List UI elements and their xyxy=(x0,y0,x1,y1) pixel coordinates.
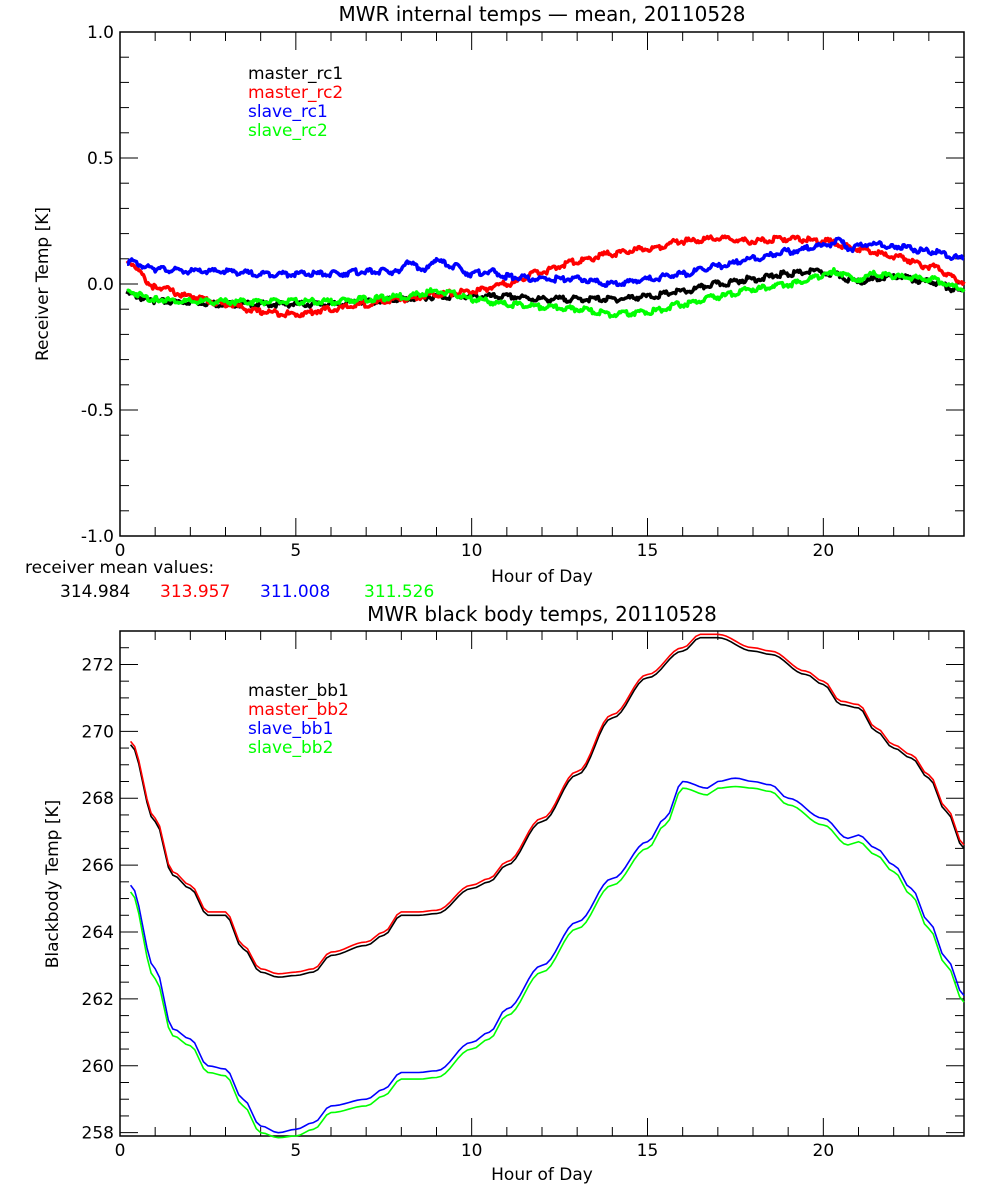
y-tick-label: 264 xyxy=(82,923,114,943)
plot-frame xyxy=(119,630,965,1137)
legend-entry-master-bb2: master_bb2 xyxy=(248,700,349,720)
series-line-slave-bb2 xyxy=(129,785,965,1139)
y-tick-label: 270 xyxy=(82,722,114,742)
x-tick-label: 5 xyxy=(290,1141,301,1161)
x-tick-label: 10 xyxy=(461,541,483,561)
legend-entry-master-rc2: master_rc2 xyxy=(248,83,343,103)
x-tick-label: 20 xyxy=(813,541,835,561)
x-tick-label: 15 xyxy=(637,1141,659,1161)
series-line-master-bb1 xyxy=(129,636,965,978)
receiver-mean-value-master-rc1: 314.984 xyxy=(60,582,130,602)
plot-frame xyxy=(119,31,965,537)
y-axis-label: Blackbody Temp [K] xyxy=(43,800,63,969)
legend-entry-slave-bb1: slave_bb1 xyxy=(248,719,333,739)
x-tick-label: 20 xyxy=(813,1141,835,1161)
receiver-mean-label: receiver mean values: xyxy=(25,558,214,578)
y-tick-label: 0.5 xyxy=(87,149,114,169)
legend-entry-slave-bb2: slave_bb2 xyxy=(248,738,333,758)
chart-title: MWR black body temps, 20110528 xyxy=(367,602,717,626)
y-tick-label: -0.5 xyxy=(81,401,114,421)
receiver-mean-value-master-rc2: 313.957 xyxy=(160,582,230,602)
x-tick-label: 5 xyxy=(290,541,301,561)
y-axis-label: Receiver Temp [K] xyxy=(33,207,53,361)
series-line-slave-bb1 xyxy=(129,777,965,1134)
blackbody-temps-chart: MWR black body temps, 20110528 Hour of D… xyxy=(43,602,965,1185)
legend-entry-slave-rc2: slave_rc2 xyxy=(248,121,328,141)
series-line-slave-rc2 xyxy=(126,267,966,319)
y-tick-label: 1.0 xyxy=(87,23,114,43)
x-axis-label: Hour of Day xyxy=(491,567,593,587)
chart-title: MWR internal temps — mean, 20110528 xyxy=(338,2,745,26)
y-tick-label: 258 xyxy=(82,1124,114,1144)
receiver-mean-value-slave-rc1: 311.008 xyxy=(260,582,330,602)
series-line-slave-rc1 xyxy=(126,236,965,288)
series-line-master-rc2 xyxy=(125,234,966,319)
y-tick-label: 268 xyxy=(82,789,114,809)
y-tick-label: 266 xyxy=(82,856,114,876)
y-tick-label: 260 xyxy=(82,1057,114,1077)
internal-temps-chart: MWR internal temps — mean, 20110528 Hour… xyxy=(25,2,966,602)
receiver-mean-value-slave-rc2: 311.526 xyxy=(364,582,434,602)
x-axis-label: Hour of Day xyxy=(491,1165,593,1185)
y-tick-label: -1.0 xyxy=(81,527,114,547)
legend-entry-slave-rc1: slave_rc1 xyxy=(248,102,328,122)
legend-entry-master-rc1: master_rc1 xyxy=(248,64,343,84)
y-tick-label: 272 xyxy=(82,655,114,675)
x-tick-label: 0 xyxy=(115,1141,126,1161)
x-tick-label: 15 xyxy=(637,541,659,561)
y-tick-label: 0.0 xyxy=(87,275,114,295)
legend-entry-master-bb1: master_bb1 xyxy=(248,681,349,701)
y-tick-label: 262 xyxy=(82,990,114,1010)
series-line-master-bb2 xyxy=(129,633,965,975)
x-tick-label: 0 xyxy=(115,541,126,561)
x-tick-label: 10 xyxy=(461,1141,483,1161)
